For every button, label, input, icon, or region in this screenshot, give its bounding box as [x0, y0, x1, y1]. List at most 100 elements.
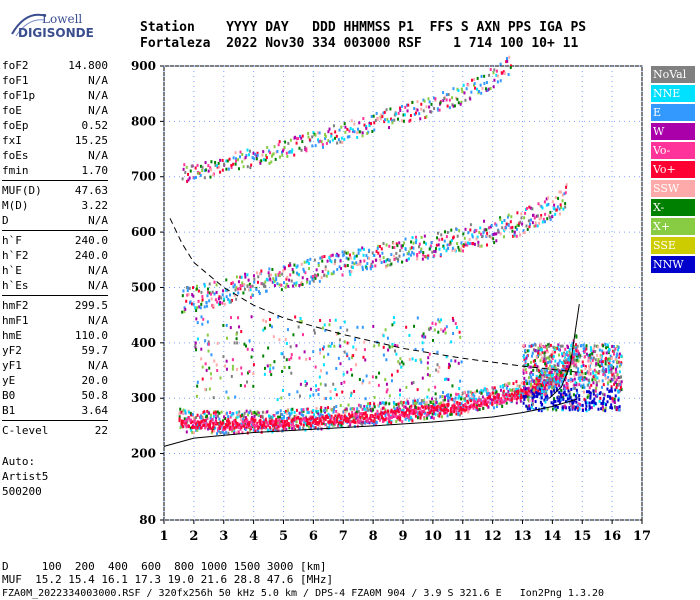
echo-point [464, 404, 467, 408]
echo-point [611, 406, 614, 410]
echo-point [408, 333, 411, 337]
echo-point [281, 420, 284, 424]
echo-point [616, 344, 619, 348]
echo-point [239, 150, 242, 154]
param-value: 240.0 [74, 249, 108, 262]
echo-point [430, 102, 433, 106]
echo-point [473, 78, 476, 82]
echo-point [212, 411, 215, 415]
echo-point [228, 421, 231, 425]
echo-point [339, 326, 342, 330]
echo-point [495, 393, 498, 397]
echo-point [395, 242, 398, 246]
echo-point [326, 414, 329, 418]
echo-point [195, 284, 198, 288]
y-tick-label: 300 [131, 391, 156, 405]
echo-point [576, 404, 579, 408]
echo-point [233, 293, 236, 297]
echo-point [318, 419, 321, 423]
echo-point [283, 365, 286, 369]
echo-point [362, 117, 365, 121]
echo-point [534, 387, 537, 391]
echo-point [275, 417, 278, 421]
echo-point [455, 227, 458, 231]
echo-point [569, 380, 572, 384]
echo-point [610, 387, 613, 391]
echo-point [523, 376, 526, 380]
echo-point [410, 404, 413, 408]
echo-point [440, 328, 443, 332]
echo-point [262, 354, 265, 358]
echo-point [329, 416, 332, 420]
echo-point [566, 361, 569, 365]
echo-point [509, 66, 512, 70]
x-tick-label: 4 [249, 529, 258, 544]
echo-point [242, 165, 245, 169]
param-name: D [2, 214, 9, 227]
echo-point [581, 378, 584, 382]
echo-point [439, 401, 442, 405]
echo-point [558, 207, 561, 211]
echo-point [458, 229, 461, 233]
echo-point [291, 426, 294, 430]
echo-point [352, 345, 355, 349]
echo-point [394, 349, 397, 353]
echo-point [255, 288, 258, 292]
echo-point [443, 408, 446, 412]
echo-point [195, 394, 198, 398]
echo-point [395, 352, 398, 356]
echo-point [531, 392, 534, 396]
echo-point [579, 344, 582, 348]
echo-point [248, 411, 251, 415]
echo-point [568, 362, 571, 366]
echo-point [579, 402, 582, 406]
echo-point [589, 348, 592, 352]
echo-point [426, 416, 429, 420]
echo-point [528, 225, 531, 229]
echo-point [428, 247, 431, 251]
echo-point [222, 419, 225, 423]
echo-point [548, 377, 551, 381]
echo-point [426, 395, 429, 399]
echo-point [237, 430, 240, 434]
echo-point [566, 344, 569, 348]
echo-point [399, 357, 402, 361]
echo-point [335, 393, 338, 397]
echo-point [358, 262, 361, 266]
echo-point [194, 341, 197, 345]
echo-point [555, 346, 558, 350]
echo-point [609, 405, 612, 409]
echo-point [206, 294, 209, 298]
echo-point [363, 412, 366, 416]
echo-point [303, 145, 306, 149]
echo-point [506, 59, 509, 63]
echo-point [528, 205, 531, 209]
echo-point [584, 401, 587, 405]
echo-point [183, 310, 186, 314]
echo-point [243, 287, 246, 291]
echo-point [531, 354, 534, 358]
echo-point [576, 406, 579, 410]
echo-point [293, 410, 296, 414]
echo-point [550, 355, 553, 359]
echo-point [533, 359, 536, 363]
echo-point [440, 404, 443, 408]
echo-point [572, 400, 575, 404]
echo-point [265, 319, 268, 323]
echo-point [284, 285, 287, 289]
echo-point [314, 426, 317, 430]
echo-point [489, 225, 492, 229]
echo-point [381, 411, 384, 415]
echo-point [351, 407, 354, 411]
echo-point [565, 386, 568, 390]
echo-point [333, 419, 336, 423]
echo-point [341, 390, 344, 394]
lowell-digisonde-logo: Lowell DIGISONDE [4, 8, 94, 48]
echo-point [250, 417, 253, 421]
echo-point [223, 415, 226, 419]
echo-point [466, 241, 469, 245]
echo-point [433, 406, 436, 410]
echo-point [393, 414, 396, 418]
echo-point [468, 238, 471, 242]
echo-point [458, 394, 461, 398]
